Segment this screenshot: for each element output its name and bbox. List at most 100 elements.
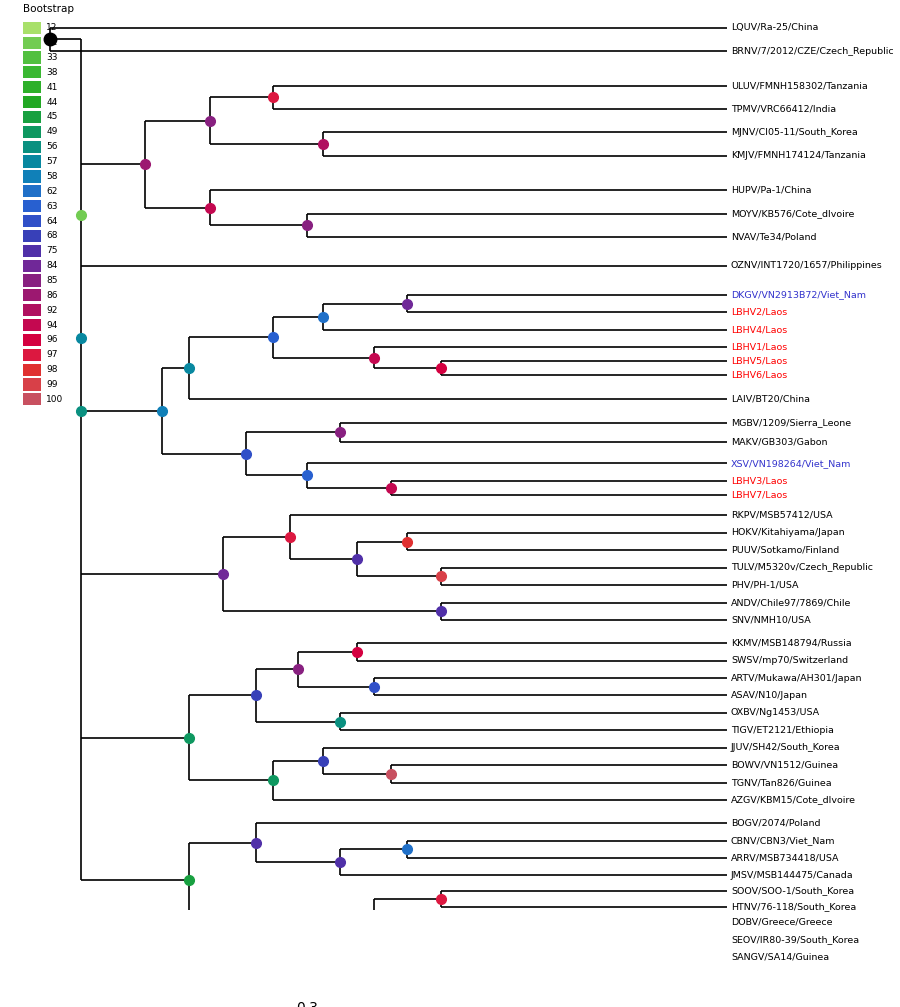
Text: PUUV/Sotkamo/Finland: PUUV/Sotkamo/Finland bbox=[731, 546, 839, 555]
Text: ARRV/MSB734418/USA: ARRV/MSB734418/USA bbox=[731, 854, 840, 863]
Bar bbox=[22, 364, 41, 376]
Bar bbox=[22, 96, 41, 108]
Text: LBHV6/Laos: LBHV6/Laos bbox=[731, 371, 788, 380]
Text: ASAV/N10/Japan: ASAV/N10/Japan bbox=[731, 691, 808, 700]
Text: MAKV/GB303/Gabon: MAKV/GB303/Gabon bbox=[731, 438, 827, 447]
Text: KKMV/MSB148794/Russia: KKMV/MSB148794/Russia bbox=[731, 638, 851, 648]
Bar bbox=[22, 82, 41, 94]
Text: SANGV/SA14/Guinea: SANGV/SA14/Guinea bbox=[731, 953, 829, 962]
Text: JMSV/MSB144475/Canada: JMSV/MSB144475/Canada bbox=[731, 871, 853, 880]
Text: BRNV/7/2012/CZE/Czech_Republic: BRNV/7/2012/CZE/Czech_Republic bbox=[731, 46, 894, 55]
Text: LBHV2/Laos: LBHV2/Laos bbox=[731, 308, 788, 317]
Text: 32: 32 bbox=[46, 38, 58, 47]
Text: 44: 44 bbox=[46, 98, 58, 107]
Bar bbox=[22, 304, 41, 316]
Bar bbox=[22, 274, 41, 287]
Text: BOGV/2074/Poland: BOGV/2074/Poland bbox=[731, 819, 821, 828]
Text: 84: 84 bbox=[46, 261, 58, 270]
Text: 100: 100 bbox=[46, 395, 63, 404]
Text: HOKV/Kitahiyama/Japan: HOKV/Kitahiyama/Japan bbox=[731, 529, 844, 538]
Text: 68: 68 bbox=[46, 232, 58, 241]
Bar bbox=[22, 170, 41, 182]
Text: KMJV/FMNH174124/Tanzania: KMJV/FMNH174124/Tanzania bbox=[731, 151, 866, 160]
Text: TULV/M5320v/Czech_Republic: TULV/M5320v/Czech_Republic bbox=[731, 563, 873, 572]
Bar bbox=[22, 185, 41, 197]
Bar bbox=[22, 334, 41, 346]
Bar bbox=[22, 36, 41, 48]
Text: ANDV/Chile97/7869/Chile: ANDV/Chile97/7869/Chile bbox=[731, 598, 851, 607]
Text: 94: 94 bbox=[46, 320, 58, 329]
Text: LBHV5/Laos: LBHV5/Laos bbox=[731, 356, 788, 366]
Text: Bootstrap: Bootstrap bbox=[22, 4, 74, 14]
Text: AZGV/KBM15/Cote_dIvoire: AZGV/KBM15/Cote_dIvoire bbox=[731, 796, 856, 805]
Text: BOWV/VN1512/Guinea: BOWV/VN1512/Guinea bbox=[731, 760, 838, 769]
Bar bbox=[22, 214, 41, 228]
Text: JJUV/SH42/South_Korea: JJUV/SH42/South_Korea bbox=[731, 743, 841, 752]
Text: ULUV/FMNH158302/Tanzania: ULUV/FMNH158302/Tanzania bbox=[731, 82, 868, 91]
Text: PHV/PH-1/USA: PHV/PH-1/USA bbox=[731, 581, 798, 590]
Bar bbox=[22, 260, 41, 272]
Text: 49: 49 bbox=[46, 127, 58, 136]
Text: LBHV3/Laos: LBHV3/Laos bbox=[731, 476, 788, 485]
Text: OZNV/INT1720/1657/Philippines: OZNV/INT1720/1657/Philippines bbox=[731, 262, 883, 270]
Text: LBHV7/Laos: LBHV7/Laos bbox=[731, 490, 788, 499]
Text: OXBV/Ng1453/USA: OXBV/Ng1453/USA bbox=[731, 708, 820, 717]
Text: 96: 96 bbox=[46, 335, 58, 344]
Text: 97: 97 bbox=[46, 350, 58, 359]
Text: TPMV/VRC66412/India: TPMV/VRC66412/India bbox=[731, 105, 836, 114]
Bar bbox=[22, 22, 41, 34]
Text: CBNV/CBN3/Viet_Nam: CBNV/CBN3/Viet_Nam bbox=[731, 836, 835, 845]
Text: 41: 41 bbox=[46, 83, 58, 92]
Text: TIGV/ET2121/Ethiopia: TIGV/ET2121/Ethiopia bbox=[731, 726, 833, 735]
Text: SEOV/IR80-39/South_Korea: SEOV/IR80-39/South_Korea bbox=[731, 934, 860, 944]
Text: RKPV/MSB57412/USA: RKPV/MSB57412/USA bbox=[731, 511, 832, 520]
Text: 63: 63 bbox=[46, 201, 58, 210]
Text: MJNV/CI05-11/South_Korea: MJNV/CI05-11/South_Korea bbox=[731, 128, 858, 137]
Bar bbox=[22, 379, 41, 391]
Text: 75: 75 bbox=[46, 247, 58, 255]
Bar bbox=[22, 155, 41, 167]
Bar bbox=[22, 66, 41, 79]
Text: SWSV/mp70/Switzerland: SWSV/mp70/Switzerland bbox=[731, 657, 848, 666]
Text: HUPV/Pa-1/China: HUPV/Pa-1/China bbox=[731, 186, 812, 195]
Bar bbox=[22, 245, 41, 257]
Text: 38: 38 bbox=[46, 67, 58, 77]
Text: LQUV/Ra-25/China: LQUV/Ra-25/China bbox=[731, 23, 818, 32]
Bar bbox=[22, 348, 41, 361]
Text: DOBV/Greece/Greece: DOBV/Greece/Greece bbox=[731, 917, 832, 926]
Text: DKGV/VN2913B72/Viet_Nam: DKGV/VN2913B72/Viet_Nam bbox=[731, 290, 866, 299]
Text: SOOV/SOO-1/South_Korea: SOOV/SOO-1/South_Korea bbox=[731, 886, 854, 895]
Text: 0.3: 0.3 bbox=[296, 1001, 318, 1007]
Text: MOYV/KB576/Cote_dIvoire: MOYV/KB576/Cote_dIvoire bbox=[731, 209, 854, 219]
Text: 57: 57 bbox=[46, 157, 58, 166]
Text: HTNV/76-118/South_Korea: HTNV/76-118/South_Korea bbox=[731, 902, 856, 911]
Text: 64: 64 bbox=[46, 217, 58, 226]
Text: 62: 62 bbox=[46, 186, 58, 195]
Text: 85: 85 bbox=[46, 276, 58, 285]
Text: 58: 58 bbox=[46, 172, 58, 181]
Bar bbox=[22, 141, 41, 153]
Bar bbox=[22, 200, 41, 212]
Text: 45: 45 bbox=[46, 113, 58, 122]
Text: LAIV/BT20/China: LAIV/BT20/China bbox=[731, 395, 810, 404]
Text: 12: 12 bbox=[46, 23, 58, 32]
Bar bbox=[22, 319, 41, 331]
Bar bbox=[22, 126, 41, 138]
Bar bbox=[22, 111, 41, 123]
Bar bbox=[22, 394, 41, 406]
Text: XSV/VN198264/Viet_Nam: XSV/VN198264/Viet_Nam bbox=[731, 459, 851, 467]
Text: 86: 86 bbox=[46, 291, 58, 300]
Bar bbox=[22, 51, 41, 63]
Text: 92: 92 bbox=[46, 306, 58, 315]
Text: MGBV/1209/Sierra_Leone: MGBV/1209/Sierra_Leone bbox=[731, 418, 851, 427]
Text: NVAV/Te34/Poland: NVAV/Te34/Poland bbox=[731, 233, 816, 242]
Text: 56: 56 bbox=[46, 142, 58, 151]
Text: SNV/NMH10/USA: SNV/NMH10/USA bbox=[731, 615, 811, 624]
Text: LBHV4/Laos: LBHV4/Laos bbox=[731, 325, 788, 334]
Bar bbox=[22, 230, 41, 242]
Text: TGNV/Tan826/Guinea: TGNV/Tan826/Guinea bbox=[731, 778, 832, 787]
Text: 33: 33 bbox=[46, 53, 58, 62]
Text: 99: 99 bbox=[46, 380, 58, 389]
Bar bbox=[22, 289, 41, 301]
Text: ARTV/Mukawa/AH301/Japan: ARTV/Mukawa/AH301/Japan bbox=[731, 674, 862, 683]
